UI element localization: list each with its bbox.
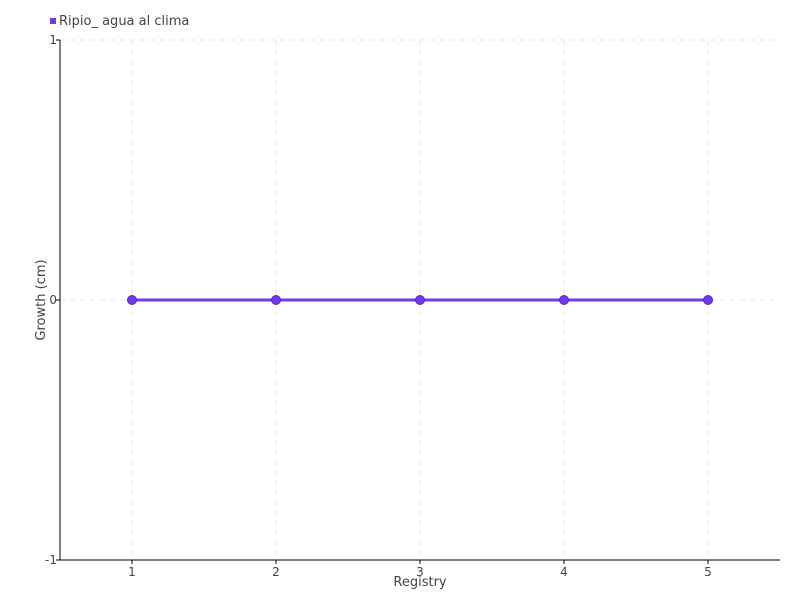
legend-swatch bbox=[50, 18, 56, 24]
y-tick-label: 1 bbox=[49, 33, 57, 47]
x-tick-label: 3 bbox=[416, 565, 424, 579]
x-tick-label: 1 bbox=[128, 565, 136, 579]
y-tick-label: -1 bbox=[45, 553, 57, 567]
legend: Ripio_ agua al clima bbox=[50, 14, 189, 29]
y-axis-label: Growth (cm) bbox=[34, 259, 49, 340]
ticks: 1 2 3 4 5 -1 0 1 bbox=[45, 33, 712, 579]
x-tick-label: 5 bbox=[704, 565, 712, 579]
data-point bbox=[127, 295, 137, 305]
data-point bbox=[271, 295, 281, 305]
legend-label: Ripio_ agua al clima bbox=[59, 14, 189, 29]
y-tick-label: 0 bbox=[49, 293, 57, 307]
data-point bbox=[415, 295, 425, 305]
x-tick-label: 4 bbox=[560, 565, 568, 579]
series bbox=[127, 295, 713, 305]
data-point bbox=[559, 295, 569, 305]
x-axis-label: Registry bbox=[393, 575, 447, 590]
x-tick-label: 2 bbox=[272, 565, 280, 579]
data-point bbox=[703, 295, 713, 305]
